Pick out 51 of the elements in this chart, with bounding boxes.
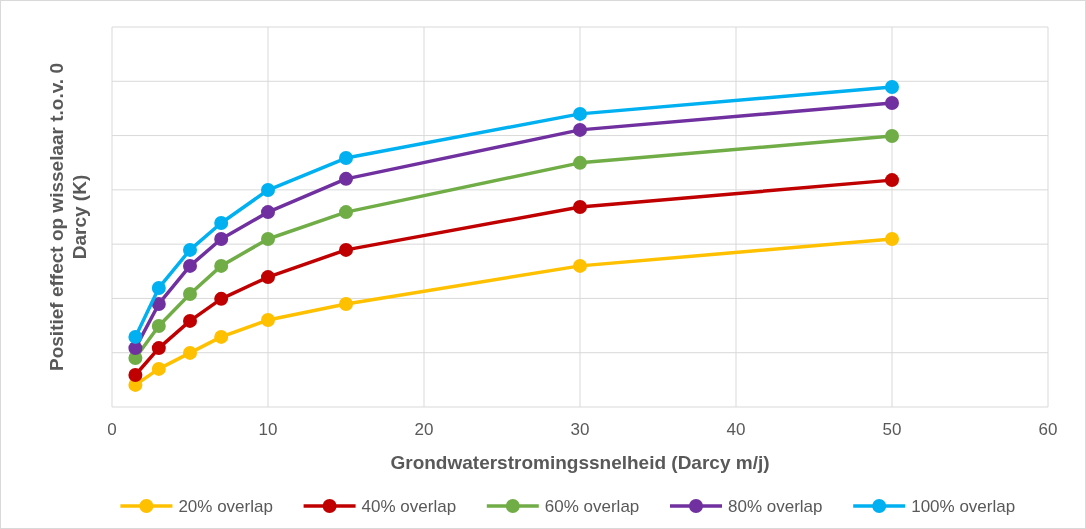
legend-label: 100% overlap bbox=[911, 497, 1016, 516]
x-tick-label: 20 bbox=[414, 420, 434, 439]
point bbox=[261, 232, 275, 246]
legend-label: 40% overlap bbox=[361, 497, 457, 516]
point bbox=[214, 258, 229, 273]
point bbox=[261, 312, 275, 327]
point bbox=[339, 171, 353, 186]
point bbox=[885, 128, 899, 143]
point bbox=[885, 232, 899, 246]
point bbox=[151, 361, 166, 376]
point bbox=[339, 296, 353, 311]
point bbox=[128, 329, 143, 344]
point bbox=[339, 151, 353, 166]
point bbox=[214, 291, 229, 306]
point bbox=[183, 345, 197, 360]
point bbox=[573, 200, 587, 214]
x-tick-label: 0 bbox=[107, 420, 117, 439]
legend-label: 80% overlap bbox=[728, 497, 823, 516]
point bbox=[885, 173, 899, 188]
point bbox=[339, 242, 353, 257]
point bbox=[573, 106, 587, 121]
point bbox=[151, 280, 166, 295]
point bbox=[151, 341, 166, 356]
point bbox=[885, 80, 899, 94]
point bbox=[151, 319, 166, 334]
x-axis-title: Grondwaterstromingssnelheid (Darcy m/j) bbox=[390, 452, 770, 473]
point bbox=[183, 242, 197, 257]
point bbox=[339, 205, 353, 220]
point bbox=[261, 205, 275, 220]
point bbox=[573, 258, 587, 273]
point bbox=[573, 155, 587, 170]
x-tick-label: 30 bbox=[570, 420, 590, 439]
x-tick-label: 60 bbox=[1038, 420, 1058, 439]
x-tick-label: 10 bbox=[258, 420, 278, 439]
y-axis-title: Positief effect op wisselaar t.o.v. 0 Darcy (K) bbox=[45, 63, 90, 371]
point bbox=[214, 329, 229, 344]
x-tick-label: 50 bbox=[882, 420, 902, 439]
legend-label: 60% overlap bbox=[544, 497, 640, 516]
point bbox=[128, 368, 143, 382]
legend-label: 20% overlap bbox=[178, 497, 273, 516]
point bbox=[885, 96, 899, 110]
x-tick-label: 40 bbox=[726, 420, 746, 439]
point bbox=[151, 296, 166, 311]
point bbox=[261, 183, 275, 198]
point bbox=[214, 216, 229, 230]
point bbox=[183, 258, 197, 273]
point bbox=[214, 232, 229, 246]
point bbox=[183, 313, 197, 328]
point bbox=[573, 122, 587, 137]
point bbox=[261, 270, 275, 285]
point bbox=[183, 287, 197, 302]
